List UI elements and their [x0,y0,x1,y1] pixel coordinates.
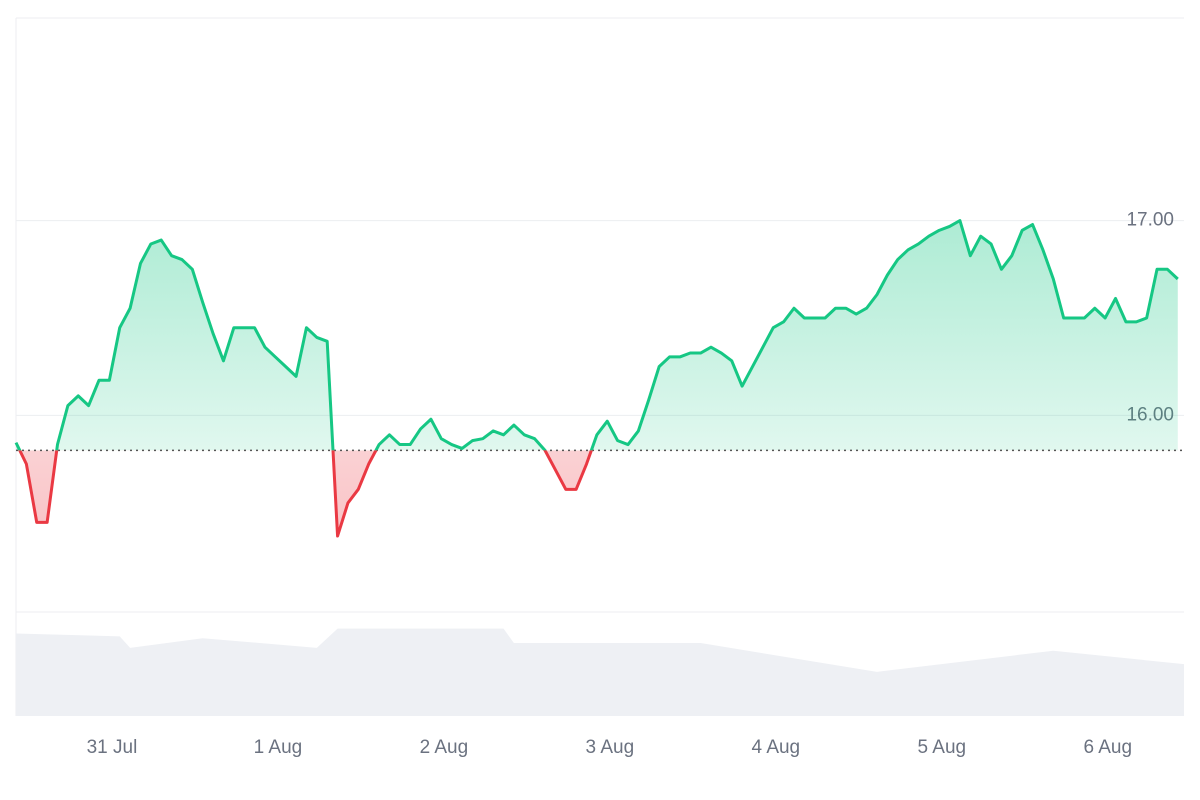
x-tick-label: 1 Aug [254,737,303,758]
x-tick-label: 3 Aug [586,737,635,758]
y-tick-label: 17.00 [1126,210,1174,231]
x-tick-label: 2 Aug [420,737,469,758]
x-tick-label: 31 Jul [87,737,138,758]
volume-area [16,628,1184,716]
x-tick-label: 5 Aug [917,737,966,758]
price-line-up [14,219,1179,451]
x-tick-label: 6 Aug [1083,737,1132,758]
x-tick-label: 4 Aug [752,737,801,758]
